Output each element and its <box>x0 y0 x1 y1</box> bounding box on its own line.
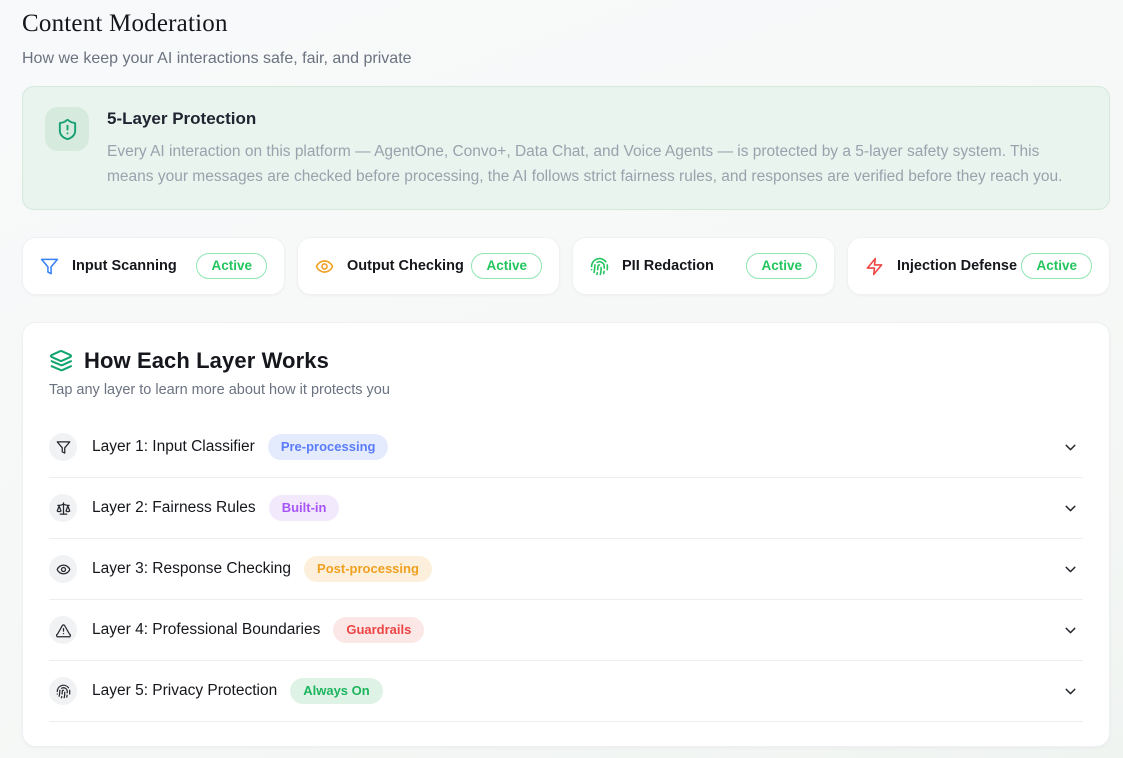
banner-body: Every AI interaction on this platform — … <box>107 143 1063 186</box>
status-card-label: PII Redaction <box>622 258 714 275</box>
layers-accordion: Layer 1: Input Classifier Pre-processing… <box>49 417 1083 723</box>
banner-title: 5-Layer Protection <box>107 109 257 128</box>
layer-label: Layer 1: Input Classifier <box>92 438 255 456</box>
layer-badge: Post-processing <box>304 556 432 583</box>
layer-label: Layer 3: Response Checking <box>92 560 292 578</box>
chevron-down-icon[interactable] <box>1062 622 1079 639</box>
layers-icon <box>49 349 73 373</box>
zap-icon <box>865 257 884 276</box>
section-subtitle: Tap any layer to learn more about how it… <box>49 382 390 399</box>
layer-accordion-row[interactable]: Layer 2: Fairness Rules Built-in <box>49 478 1083 540</box>
filter-icon <box>40 257 59 276</box>
status-card-label: Output Checking <box>347 258 464 275</box>
fingerprint-icon <box>49 677 77 706</box>
chevron-down-icon[interactable] <box>1062 500 1079 517</box>
chevron-down-icon[interactable] <box>1062 683 1079 700</box>
scale-icon <box>49 494 77 523</box>
chevron-down-icon[interactable] <box>1062 439 1079 456</box>
layer-badge: Guardrails <box>333 617 425 644</box>
layer-accordion-row[interactable]: Layer 1: Input Classifier Pre-processing <box>49 417 1083 479</box>
status-cards-row: Input Scanning Active Output Checking Ac… <box>22 237 1110 296</box>
status-card-label: Injection Defense <box>897 258 1018 275</box>
status-badge: Active <box>471 253 542 280</box>
status-card[interactable]: Output Checking Active <box>297 237 560 296</box>
layer-accordion-row[interactable]: Layer 4: Professional Boundaries Guardra… <box>49 600 1083 662</box>
page-title: Content Moderation <box>22 10 228 37</box>
status-badge: Active <box>746 253 817 280</box>
status-card[interactable]: Injection Defense Active <box>847 237 1110 296</box>
layer-badge: Always On <box>290 678 383 705</box>
layer-label: Layer 5: Privacy Protection <box>92 682 278 700</box>
filter-icon <box>49 433 77 462</box>
shield-alert-icon <box>45 107 89 151</box>
protection-banner: 5-Layer Protection Every AI interaction … <box>22 86 1110 211</box>
fingerprint-icon <box>590 257 609 276</box>
layer-badge: Pre-processing <box>267 434 389 461</box>
status-card[interactable]: Input Scanning Active <box>22 237 285 296</box>
page-subtitle: How we keep your AI interactions safe, f… <box>22 50 412 67</box>
chevron-down-icon[interactable] <box>1062 561 1079 578</box>
layer-label: Layer 4: Professional Boundaries <box>92 621 321 639</box>
eye-icon <box>49 555 77 584</box>
layer-accordion-row[interactable]: Layer 5: Privacy Protection Always On <box>49 661 1083 723</box>
status-badge: Active <box>1021 253 1092 280</box>
status-card-label: Input Scanning <box>72 258 177 275</box>
status-badge: Active <box>196 253 267 280</box>
layer-badge: Built-in <box>268 495 340 522</box>
status-card[interactable]: PII Redaction Active <box>572 237 835 296</box>
alert-triangle-icon <box>49 616 77 645</box>
section-title: How Each Layer Works <box>84 348 329 374</box>
layer-accordion-row[interactable]: Layer 3: Response Checking Post-processi… <box>49 539 1083 601</box>
eye-icon <box>315 257 334 276</box>
layer-label: Layer 2: Fairness Rules <box>92 499 256 517</box>
layers-card: How Each Layer Works Tap any layer to le… <box>22 322 1110 748</box>
